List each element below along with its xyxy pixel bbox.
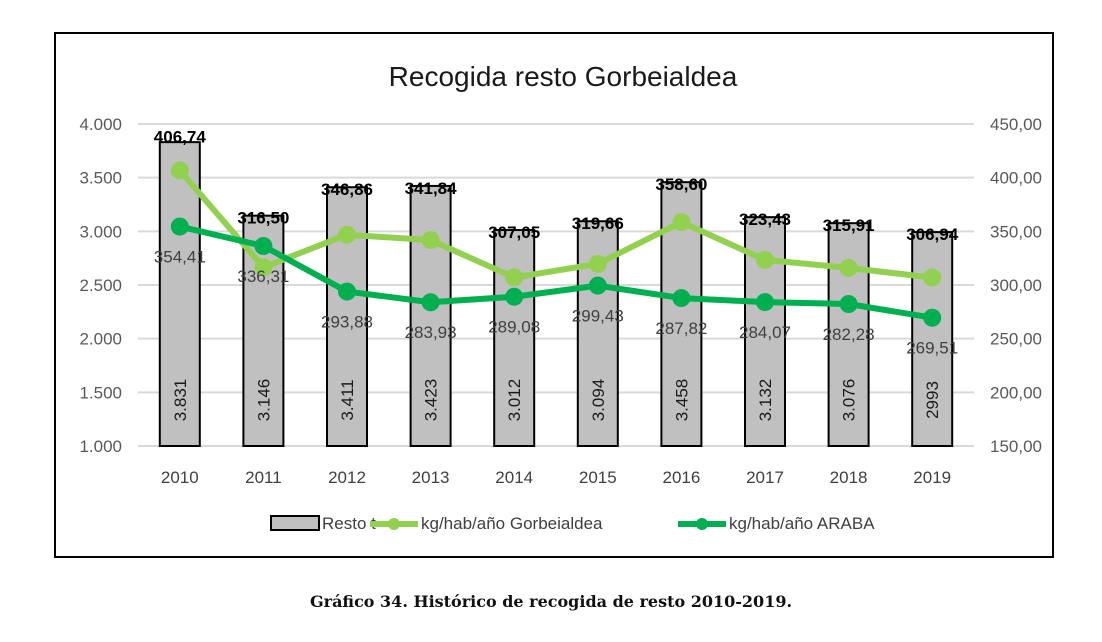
line-series — [170, 161, 942, 327]
left-tick-label: 2.000 — [79, 330, 122, 349]
series-point-araba — [756, 293, 774, 312]
data-label-gorbeialdea: 323,43 — [739, 210, 791, 229]
right-tick-label: 250,00 — [990, 330, 1042, 349]
data-label-araba: 282,28 — [823, 325, 875, 344]
right-tick-label: 450,00 — [990, 115, 1042, 134]
legend-label-gorbeialdea: kg/hab/año Gorbeialdea — [421, 514, 603, 533]
x-tick-label: 2018 — [830, 468, 868, 487]
x-tick-label: 2016 — [662, 468, 700, 487]
x-tick-label: 2014 — [495, 468, 533, 487]
left-tick-label: 3.500 — [79, 169, 122, 188]
bar-value-label: 3.831 — [171, 379, 190, 422]
bar-value-label: 3.076 — [840, 379, 859, 422]
right-tick-label: 200,00 — [990, 383, 1042, 402]
series-point-araba — [923, 308, 942, 327]
series-line-araba — [179, 223, 933, 321]
legend: Resto t kg/hab/año Gorbeialdea kg/hab/año … — [270, 514, 875, 533]
legend-marker-araba — [696, 518, 708, 530]
bar-value-label: 3.458 — [672, 379, 691, 422]
data-label-gorbeialdea: 406,74 — [154, 127, 207, 146]
data-label-gorbeialdea: 319,66 — [572, 214, 624, 233]
data-label-gorbeialdea: 358,60 — [655, 175, 707, 194]
left-tick-label: 1.500 — [79, 383, 122, 402]
left-tick-label: 1.000 — [79, 437, 122, 456]
data-label-gorbeialdea: 315,91 — [823, 216, 875, 235]
bar-value-label: 3.012 — [505, 379, 524, 422]
series-point-araba — [421, 293, 440, 312]
bar — [493, 229, 536, 447]
data-label-gorbeialdea: 306,94 — [906, 225, 959, 244]
figure-caption: Gráfico 34. Histórico de recogida de res… — [309, 592, 793, 611]
legend-marker-gorbeialdea — [388, 518, 400, 530]
right-axis: 150,00 200,00 250,00 300,00 350,00 400,00 450,… — [990, 115, 1042, 456]
chart-frame: Recogida resto Gorbeialdea 1.000 1.500 2.0… — [54, 32, 1054, 558]
x-tick-label: 2012 — [328, 468, 366, 487]
data-label-gorbeialdea: 346,86 — [321, 180, 373, 199]
series-point-araba — [338, 282, 356, 301]
left-axis: 1.000 1.500 2.000 2.500 3.000 3.500 4.000 — [79, 115, 122, 456]
bar-series: 3.831 3.146 3.411 3.423 3.012 3.094 3.458 3.132… — [158, 141, 954, 448]
data-label-araba: 284,07 — [739, 323, 791, 342]
data-label-araba: 293,88 — [321, 313, 373, 332]
data-label-gorbeialdea: 316,50 — [237, 209, 289, 228]
right-tick-label: 350,00 — [990, 222, 1042, 241]
series-point-araba — [254, 237, 273, 256]
chart-title: Recogida resto Gorbeialdea — [389, 61, 738, 92]
data-label-araba: 287,82 — [655, 319, 707, 338]
legend-label-araba: kg/hab/año ARABA — [729, 514, 875, 533]
series-point-araba — [170, 217, 189, 236]
left-tick-label: 2.500 — [79, 276, 122, 295]
left-tick-label: 3.000 — [79, 222, 122, 241]
series-point-gorbeialdea — [254, 258, 273, 277]
x-tick-label: 2011 — [245, 468, 282, 487]
series-point-gorbeialdea — [170, 161, 189, 180]
series-point-gorbeialdea — [756, 250, 774, 269]
x-tick-label: 2010 — [161, 468, 199, 487]
data-label-araba: 283,93 — [405, 323, 457, 342]
x-tick-label: 2019 — [913, 468, 951, 487]
series-point-gorbeialdea — [672, 213, 691, 232]
bar-value-label: 3.423 — [422, 379, 441, 422]
data-label-araba: 299,43 — [572, 307, 624, 326]
data-label-araba: 336,31 — [237, 267, 289, 286]
bar-value-label: 3.146 — [254, 379, 273, 422]
bar-value-label: 3.411 — [338, 379, 357, 420]
legend-swatch-resto — [270, 515, 320, 531]
series-point-araba — [672, 289, 691, 308]
series-point-gorbeialdea — [421, 231, 440, 250]
left-tick-label: 4.000 — [79, 115, 122, 134]
data-label-araba: 289,08 — [488, 318, 540, 337]
series-point-gorbeialdea — [839, 258, 858, 277]
bar — [409, 184, 452, 447]
right-tick-label: 300,00 — [990, 276, 1042, 295]
series-point-araba — [839, 295, 858, 314]
x-tick-label: 2013 — [412, 468, 450, 487]
data-labels: 406,74 316,50 346,86 341,84 307,05 319,66 358,… — [154, 127, 959, 357]
chart: Recogida resto Gorbeialdea 1.000 1.500 2.0… — [79, 61, 1042, 533]
right-tick-label: 400,00 — [990, 169, 1042, 188]
series-point-gorbeialdea — [923, 268, 942, 287]
bar — [158, 141, 201, 447]
data-label-araba: 354,41 — [154, 248, 206, 267]
right-tick-label: 150,00 — [990, 437, 1042, 456]
data-label-gorbeialdea: 307,05 — [488, 223, 540, 242]
series-point-gorbeialdea — [338, 225, 356, 244]
legend-label-resto: Resto t — [322, 514, 376, 533]
data-label-gorbeialdea: 341,84 — [405, 179, 458, 198]
bar-value-label: 3.132 — [756, 379, 775, 422]
x-tick-label: 2017 — [746, 468, 784, 487]
series-point-araba — [588, 276, 607, 295]
bar — [911, 231, 954, 447]
bar-value-label: 3.094 — [589, 379, 608, 422]
series-point-gorbeialdea — [505, 268, 524, 287]
data-label-araba: 269,51 — [906, 339, 958, 358]
x-axis: 2010 2011 2012 2013 2014 2015 2016 2017 2018 2019 — [161, 468, 951, 487]
x-tick-label: 2015 — [579, 468, 617, 487]
bar-value-label: 2993 — [923, 381, 942, 419]
series-point-gorbeialdea — [588, 254, 607, 273]
series-line-gorbeialdea — [177, 168, 933, 281]
series-point-araba — [505, 287, 524, 306]
